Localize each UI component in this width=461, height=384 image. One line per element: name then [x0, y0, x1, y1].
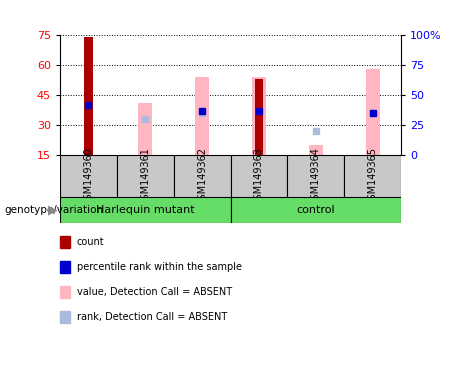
Text: percentile rank within the sample: percentile rank within the sample — [77, 262, 242, 272]
Text: rank, Detection Call = ABSENT: rank, Detection Call = ABSENT — [77, 312, 227, 322]
Bar — [84, 36, 93, 156]
Bar — [366, 69, 380, 156]
Bar — [344, 156, 401, 197]
Text: GSM149365: GSM149365 — [367, 147, 378, 205]
Bar — [230, 197, 401, 223]
Bar — [117, 156, 174, 197]
Bar — [174, 156, 230, 197]
Text: count: count — [77, 237, 105, 247]
Bar — [60, 156, 117, 197]
Bar — [254, 79, 263, 156]
Text: GSM149364: GSM149364 — [311, 147, 321, 205]
Text: GSM149360: GSM149360 — [83, 147, 94, 205]
Bar — [252, 77, 266, 156]
Text: Harlequin mutant: Harlequin mutant — [96, 205, 195, 215]
Text: ▶: ▶ — [48, 203, 58, 216]
Bar — [138, 103, 152, 156]
Text: control: control — [296, 205, 335, 215]
Bar — [60, 197, 230, 223]
Bar — [195, 77, 209, 156]
Text: GSM149362: GSM149362 — [197, 147, 207, 205]
Bar — [309, 145, 323, 156]
Text: GSM149363: GSM149363 — [254, 147, 264, 205]
Text: genotype/variation: genotype/variation — [5, 205, 104, 215]
Text: value, Detection Call = ABSENT: value, Detection Call = ABSENT — [77, 287, 232, 297]
Bar — [230, 156, 287, 197]
Text: GSM149361: GSM149361 — [140, 147, 150, 205]
Bar — [287, 156, 344, 197]
